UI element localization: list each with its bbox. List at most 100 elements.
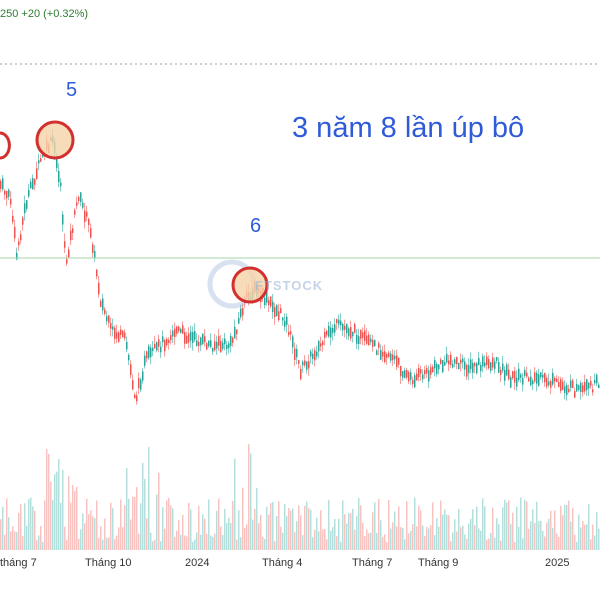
candle-body — [332, 327, 334, 334]
volume-bar — [414, 497, 416, 550]
volume-bar — [228, 517, 230, 550]
volume-bar — [12, 526, 14, 550]
candle-body — [128, 355, 130, 361]
candle-body — [562, 381, 564, 390]
volume-bar — [324, 529, 326, 550]
candle-body — [170, 335, 172, 341]
peak-marker — [231, 266, 269, 304]
volume-bar — [150, 532, 152, 550]
candle-body — [100, 300, 102, 307]
x-tick-label: Tháng 4 — [262, 557, 303, 569]
candle-body — [168, 339, 170, 344]
candle-body — [374, 340, 376, 347]
candle-body — [92, 244, 94, 253]
x-tick-label: tháng 7 — [0, 557, 37, 569]
volume-bar — [210, 535, 212, 550]
candle-body — [146, 351, 148, 359]
candle-body — [84, 210, 86, 223]
volume-bar — [178, 520, 180, 550]
candle-body — [96, 269, 98, 277]
candle-body — [524, 370, 526, 376]
candle-body — [508, 369, 510, 380]
volume-bar — [402, 528, 404, 550]
candle-body — [324, 331, 326, 338]
candle-body — [510, 377, 512, 388]
candle-body — [126, 341, 128, 350]
candle-body — [488, 359, 490, 369]
volume-bar — [200, 534, 202, 550]
volume-bar — [216, 510, 218, 550]
volume-bar — [6, 498, 8, 550]
candle-body — [516, 377, 518, 387]
volume-bar — [494, 537, 496, 550]
volume-bar — [28, 498, 30, 550]
candle-body — [322, 341, 324, 346]
volume-bar — [396, 526, 398, 550]
volume-bar — [244, 527, 246, 550]
volume-bar — [592, 524, 594, 550]
volume-bar — [282, 532, 284, 550]
volume-bar — [492, 507, 494, 550]
candle-body — [506, 364, 508, 376]
volume-bar — [34, 510, 36, 550]
candle-body — [36, 168, 38, 180]
candle-body — [148, 346, 150, 358]
candle-body — [348, 328, 350, 337]
volume-bar — [156, 494, 158, 550]
candle-body — [478, 357, 480, 366]
candle-body — [64, 241, 66, 248]
candle-body — [576, 383, 578, 392]
volume-bar — [348, 513, 350, 550]
volume-bar — [386, 541, 388, 550]
candle-body — [448, 360, 450, 365]
candle-body — [572, 380, 574, 389]
candle-body — [302, 361, 304, 366]
volume-bar — [148, 447, 150, 550]
candle-body — [14, 226, 16, 239]
volume-bar — [94, 518, 96, 550]
volume-bar — [484, 506, 486, 550]
candle-body — [272, 301, 274, 312]
candle-body — [274, 307, 276, 318]
volume-bar — [468, 523, 470, 550]
volume-bar — [92, 516, 94, 550]
volume-bar — [392, 522, 394, 550]
volume-bar — [184, 535, 186, 550]
candle-body — [68, 249, 70, 258]
candle-body — [370, 338, 372, 343]
candle-body — [342, 323, 344, 331]
candle-body — [232, 337, 234, 343]
candle-body — [130, 364, 132, 376]
candle-body — [528, 377, 530, 382]
candle-body — [220, 341, 222, 353]
volume-bar — [562, 515, 564, 550]
x-tick-label: 2024 — [185, 557, 210, 569]
volume-bar — [416, 526, 418, 550]
volume-bar — [428, 528, 430, 550]
candle-body — [384, 351, 386, 363]
volume-bar — [546, 522, 548, 550]
volume-bar — [76, 486, 78, 550]
candle-body — [158, 339, 160, 347]
volume-bar — [238, 510, 240, 550]
watermark-text: FTSTOCK — [255, 278, 324, 293]
volume-bar — [288, 508, 290, 550]
candle-body — [266, 291, 268, 303]
candle-body — [144, 355, 146, 366]
volume-bar — [164, 528, 166, 550]
volume-bar — [236, 539, 238, 550]
candle-body — [226, 344, 228, 350]
candle-body — [360, 329, 362, 339]
candle-body — [422, 374, 424, 380]
volume-bar — [576, 541, 578, 550]
volume-bar — [102, 539, 104, 550]
candle-body — [156, 342, 158, 351]
candle-body — [40, 158, 42, 162]
volume-bar — [46, 448, 48, 550]
volume-bar — [478, 528, 480, 550]
candle-body — [548, 381, 550, 386]
volume-bar — [350, 513, 352, 550]
volume-bar — [370, 532, 372, 550]
volume-bar — [522, 538, 524, 550]
